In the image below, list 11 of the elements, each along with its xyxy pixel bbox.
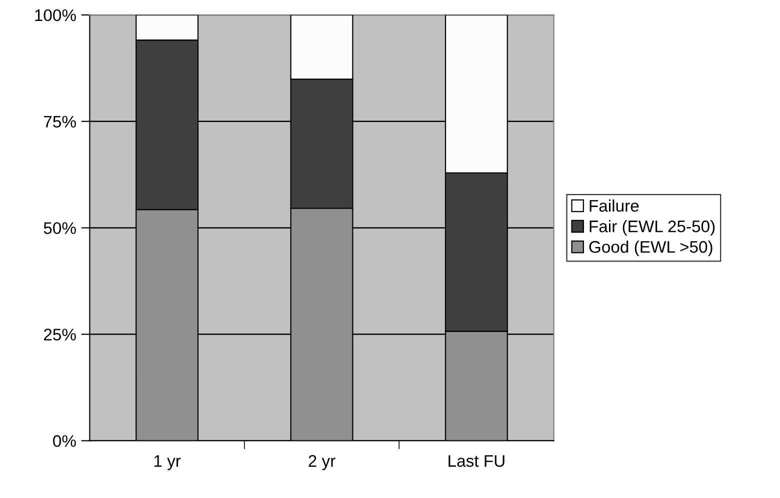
x-tick-label: Last FU [448, 455, 504, 467]
y-tick-label: 25% [44, 328, 76, 340]
y-tick-label: 100% [35, 9, 76, 22]
y-tick-label: 75% [44, 116, 76, 128]
legend-label: Fair (EWL 25-50) [590, 220, 715, 236]
x-tick-label: 2 yr [308, 455, 336, 470]
y-tick-label: 0% [53, 435, 76, 447]
legend-label: Good (EWL >50) [589, 240, 712, 256]
x-tick-label: 1 yr [154, 455, 181, 470]
y-tick-label: 50% [44, 222, 76, 234]
legend-label: Failure [590, 200, 639, 212]
